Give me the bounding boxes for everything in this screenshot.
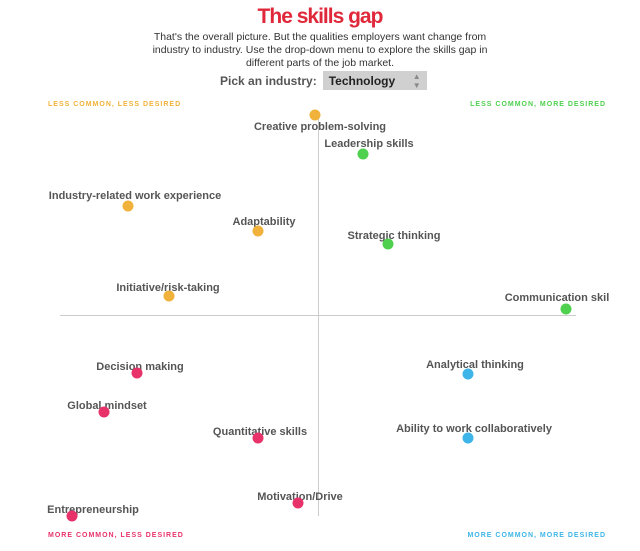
industry-select[interactable]: Technology ▲ ▼ [322,71,427,90]
page-title: The skills gap [257,5,384,28]
data-point-label: Motivation/Drive [257,491,343,503]
data-point-label: Quantitative skills [212,426,308,438]
data-point[interactable] [462,368,474,380]
vertical-axis [318,118,319,516]
picker-label: Pick an industry: [220,73,317,88]
industry-select-value: Technology [328,73,396,88]
data-point[interactable] [122,200,134,212]
data-point-label: Decision making [96,361,184,373]
data-point-label: Industry-related work experience [48,190,222,202]
data-point-label: Analytical thinking [426,359,524,371]
data-point-label: Entrepreneurship [47,504,139,516]
data-point[interactable] [382,238,394,250]
data-point-label: Strategic thinking [347,230,441,242]
quadrant-label-top-left: LESS COMMON, LESS DESIRED [48,101,182,108]
description: That's the overall picture. But the qual… [152,31,488,69]
data-point[interactable] [252,432,264,444]
data-point[interactable] [131,367,143,379]
data-point-label: Adaptability [232,216,296,228]
select-arrows-icon: ▲ ▼ [412,71,421,90]
data-point[interactable] [66,510,78,522]
data-point[interactable] [163,290,175,302]
quadrant-label-bottom-left: MORE COMMON, LESS DESIRED [48,532,184,539]
data-point-label: Global mindset [67,400,147,412]
data-point[interactable] [357,148,369,160]
data-point[interactable] [252,225,264,237]
data-point[interactable] [292,497,304,509]
data-point[interactable] [98,406,110,418]
data-point[interactable] [462,432,474,444]
data-point-label: Initiative/risk-taking [116,282,220,294]
data-point-label: Communication skil [504,292,610,304]
data-point-label: Creative problem-solving [253,121,387,133]
quadrant-label-top-right: LESS COMMON, MORE DESIRED [470,101,606,108]
industry-picker: Pick an industry: Technology ▲ ▼ [220,71,427,90]
data-point[interactable] [560,303,572,315]
data-point-label: Leadership skills [324,138,414,150]
quadrant-label-bottom-right: MORE COMMON, MORE DESIRED [467,532,606,539]
horizontal-axis [60,315,576,316]
data-point[interactable] [309,109,321,121]
data-point-label: Ability to work collaboratively [396,423,552,435]
